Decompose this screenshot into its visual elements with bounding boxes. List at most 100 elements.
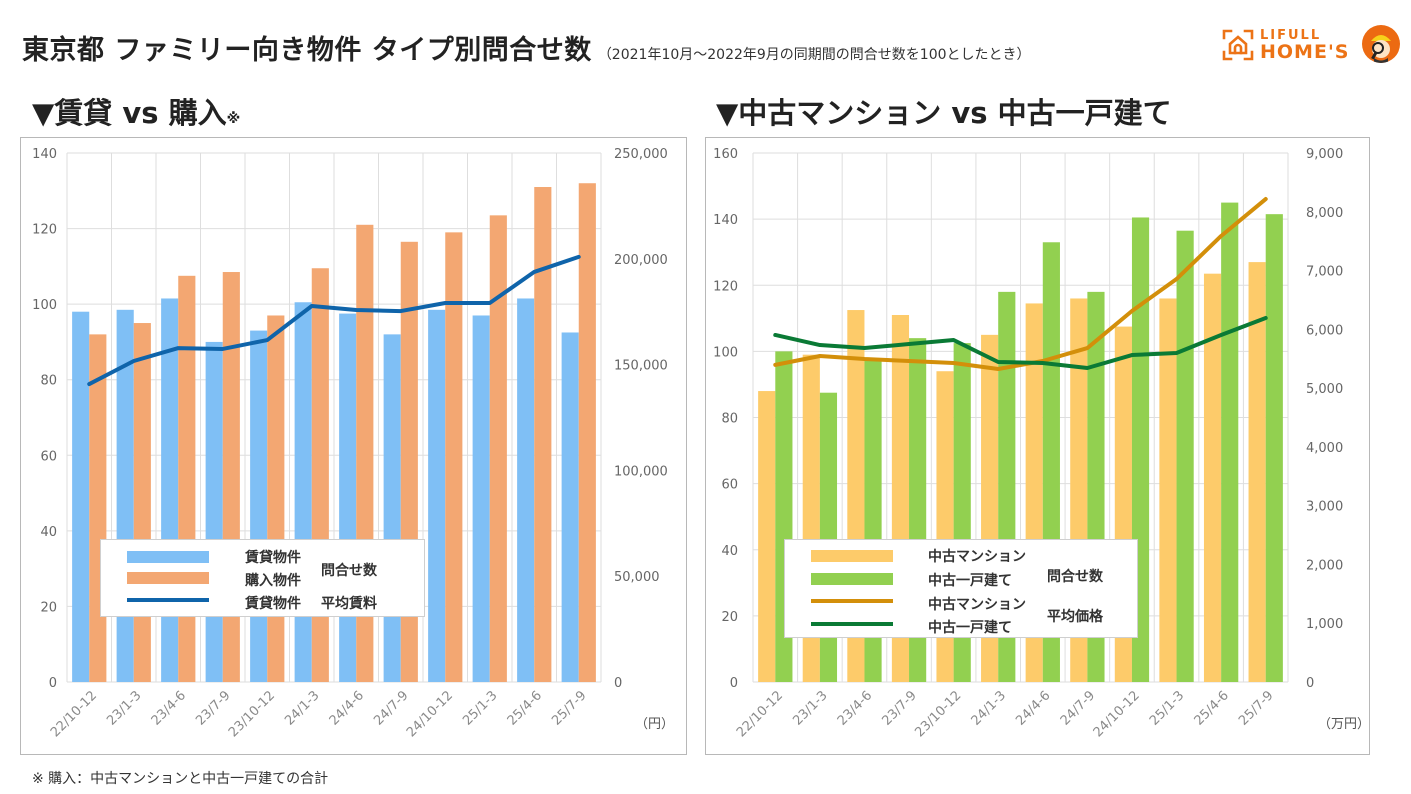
legend-label: 中古一戸建て bbox=[928, 573, 1012, 589]
x-tick-label: 24/1-3 bbox=[969, 688, 1009, 728]
y2-tick-label: 6,000 bbox=[1306, 323, 1343, 338]
bar bbox=[72, 311, 90, 682]
bar bbox=[472, 315, 490, 682]
page-title: 東京都 ファミリー向き物件 タイプ別問合せ数 （2021年10月～2022年9月の… bbox=[22, 28, 1031, 67]
bar bbox=[267, 315, 285, 682]
x-tick-label: 24/4-6 bbox=[327, 688, 367, 728]
logo-line2: HOME'S bbox=[1260, 41, 1350, 63]
x-tick-label: 22/10-12 bbox=[734, 688, 786, 740]
bar bbox=[445, 232, 463, 682]
y2-tick-label: 5,000 bbox=[1306, 382, 1343, 397]
bar bbox=[205, 341, 223, 682]
line-series bbox=[87, 254, 581, 387]
y2-tick-label: 250,000 bbox=[614, 147, 668, 162]
section-title-rent-vs-buy-text: ▼賃貸 vs 購入 bbox=[32, 96, 227, 130]
chart-panel-mansion-vs-house: 0 20 40 60 80 100 120 140 160 0 1,000 2,000 3,000 4,0… bbox=[705, 137, 1370, 755]
y2-tick-label: 2,000 bbox=[1306, 558, 1343, 573]
chart-mansion-vs-house: 0 20 40 60 80 100 120 140 160 0 1,000 2,000 3,000 4,0… bbox=[713, 147, 1370, 740]
y-tick-label: 120 bbox=[32, 223, 57, 238]
legend-swatch-rent-inquiries bbox=[127, 551, 209, 563]
bar bbox=[222, 272, 240, 682]
x-tick-label: 23/1-3 bbox=[104, 688, 144, 728]
x-tick-label: 23/7-9 bbox=[879, 688, 919, 728]
y-tick-label: 80 bbox=[40, 374, 57, 389]
x-tick-label: 23/7-9 bbox=[193, 688, 233, 728]
bar bbox=[489, 215, 507, 682]
x-tick-label: 24/4-6 bbox=[1013, 688, 1053, 728]
x-tick-label: 25/7-9 bbox=[549, 688, 589, 728]
legend-label: 賃貸物件 bbox=[245, 596, 301, 612]
x-tick-label: 25/4-6 bbox=[1192, 688, 1232, 728]
y-tick-label: 20 bbox=[40, 600, 57, 615]
y-tick-label: 80 bbox=[721, 412, 738, 427]
bar bbox=[1176, 230, 1194, 682]
bar bbox=[339, 313, 357, 682]
legend-label: 購入物件 bbox=[245, 573, 301, 589]
y-tick-label: 20 bbox=[721, 610, 738, 625]
lifull-homes-logo: LIFULL HOME'S bbox=[1222, 24, 1402, 66]
y2-unit-label: （万円） bbox=[1318, 717, 1370, 732]
y-tick-label: 120 bbox=[713, 279, 738, 294]
y2-tick-label: 1,000 bbox=[1306, 617, 1343, 632]
y-tick-label: 100 bbox=[32, 298, 57, 313]
x-tick-label: 23/4-6 bbox=[835, 688, 875, 728]
bar bbox=[1265, 214, 1283, 682]
mascot-icon bbox=[1362, 25, 1400, 63]
legend-group-label: 平均価格 bbox=[1047, 609, 1103, 625]
x-tick-label: 25/1-3 bbox=[1147, 688, 1187, 728]
page-subtitle: （2021年10月～2022年9月の同期間の問合せ数を100としたとき） bbox=[597, 47, 1031, 63]
legend-label: 賃貸物件 bbox=[245, 550, 301, 566]
y2-tick-label: 8,000 bbox=[1306, 206, 1343, 221]
bar bbox=[250, 330, 268, 682]
bar bbox=[819, 392, 838, 682]
chart-rent-vs-buy: 0 20 40 60 80 100 120 140 0 50,000 100,000 150,000 2… bbox=[32, 147, 674, 740]
legend-swatch-buy-inquiries bbox=[127, 572, 209, 584]
legend-swatch-rent-price bbox=[127, 598, 209, 602]
legend-group-label: 問合せ数 bbox=[321, 563, 377, 579]
y2-tick-label: 0 bbox=[1306, 676, 1314, 691]
x-tick-label: 23/4-6 bbox=[149, 688, 189, 728]
line-series bbox=[773, 315, 1268, 371]
y-tick-label: 140 bbox=[713, 213, 738, 228]
legend-swatch-mansion-inquiries bbox=[811, 550, 893, 562]
y2-tick-label: 7,000 bbox=[1306, 265, 1343, 280]
x-tick-label: 23/10-12 bbox=[226, 688, 278, 740]
bar bbox=[428, 309, 446, 682]
section-title-mansion-vs-house: ▼中古マンション vs 中古一戸建て bbox=[716, 96, 1172, 130]
legend-swatch-house-price bbox=[811, 622, 893, 626]
house-frame-icon bbox=[1222, 29, 1254, 61]
section-title-rent-vs-buy: ▼賃貸 vs 購入※ bbox=[32, 90, 240, 132]
legend-rent-vs-buy: 賃貸物件 購入物件 賃貸物件 問合せ数 平均賃料 bbox=[100, 539, 425, 617]
bar bbox=[311, 268, 329, 682]
bar bbox=[1203, 273, 1222, 682]
x-tick-label: 23/1-3 bbox=[790, 688, 830, 728]
x-tick-label: 24/10-12 bbox=[404, 688, 456, 740]
y-tick-label: 60 bbox=[40, 449, 57, 464]
bar bbox=[1221, 202, 1239, 682]
logo-line1: LIFULL bbox=[1260, 28, 1322, 43]
legend-label: 中古マンション bbox=[928, 597, 1026, 613]
bar bbox=[1159, 298, 1177, 682]
legend-mansion-vs-house: 中古マンション 中古一戸建て 中古マンション 中古一戸建て 問合せ数 平均価格 bbox=[784, 539, 1138, 638]
footnote: ※ 購入：中古マンションと中古一戸建ての合計 bbox=[32, 771, 329, 787]
y2-tick-label: 150,000 bbox=[614, 359, 668, 374]
legend-swatch-house-inquiries bbox=[811, 573, 893, 585]
y-tick-label: 60 bbox=[721, 478, 738, 493]
legend-swatch-mansion-price bbox=[811, 599, 893, 603]
y2-tick-label: 0 bbox=[614, 676, 622, 691]
bar bbox=[534, 187, 552, 682]
y2-tick-label: 4,000 bbox=[1306, 441, 1343, 456]
x-tick-label: 23/10-12 bbox=[912, 688, 964, 740]
y2-tick-label: 200,000 bbox=[614, 253, 668, 268]
y-tick-label: 0 bbox=[730, 676, 738, 691]
bar bbox=[133, 323, 151, 682]
x-tick-label: 25/1-3 bbox=[460, 688, 500, 728]
y-tick-label: 40 bbox=[721, 544, 738, 559]
x-tick-label: 24/1-3 bbox=[282, 688, 322, 728]
y2-tick-label: 3,000 bbox=[1306, 500, 1343, 515]
page-title-text: 東京都 ファミリー向き物件 タイプ別問合せ数 bbox=[22, 35, 592, 66]
section-note-mark: ※ bbox=[226, 111, 241, 127]
bar bbox=[383, 334, 401, 682]
y-tick-label: 140 bbox=[32, 147, 57, 162]
x-tick-label: 24/7-9 bbox=[1058, 688, 1098, 728]
